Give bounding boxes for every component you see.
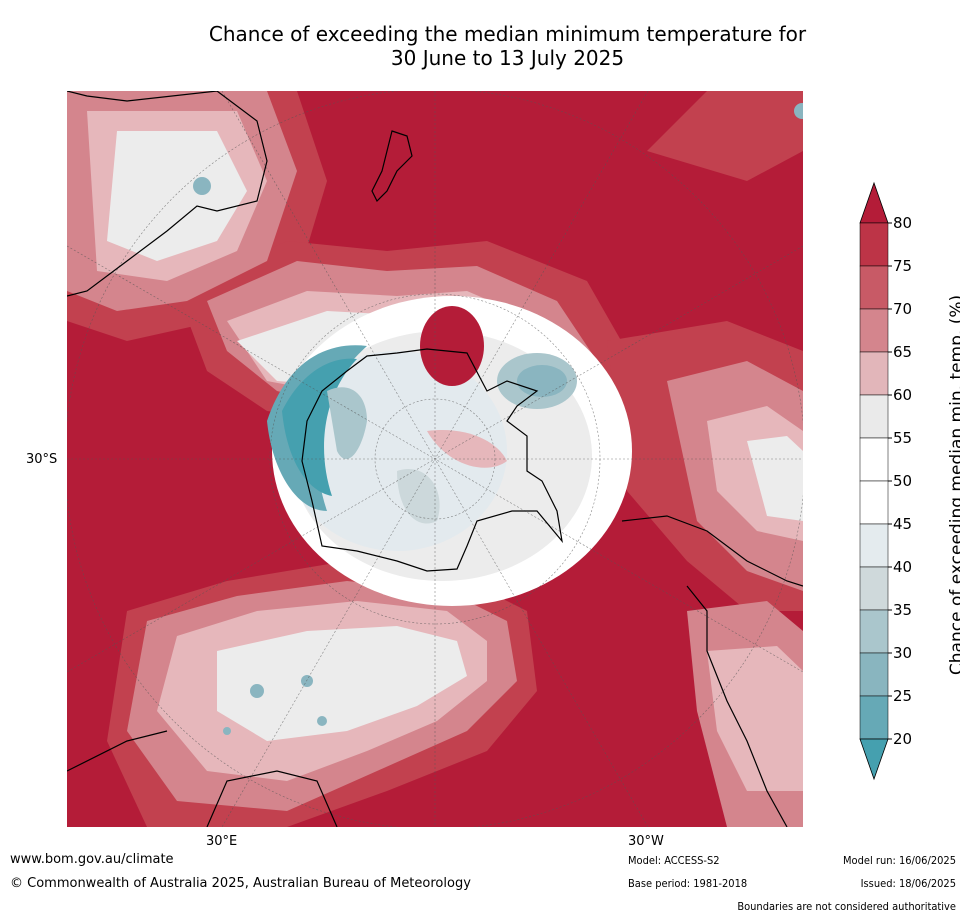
lat-label-30s: 30°S [26, 452, 58, 467]
graticule [67, 91, 803, 827]
africa-coast [67, 730, 338, 827]
australia-coast [67, 91, 268, 297]
colorbar-tick-label: 75 [893, 257, 912, 275]
colorbar-tick-label: 70 [893, 300, 912, 318]
lon-label-30w: 30°W [628, 834, 664, 849]
boundary-disclaimer: Boundaries are not considered authoritat… [737, 900, 956, 913]
colorbar-tick-label: 80 [893, 214, 912, 232]
colorbar-band [859, 523, 889, 568]
lon-label-30e: 30°E [206, 834, 238, 849]
colorbar-tick-label: 35 [893, 601, 912, 619]
model-info: Model: ACCESS-S2 [628, 854, 720, 867]
colorbar-band [859, 308, 889, 353]
copyright: © Commonwealth of Australia 2025, Austra… [10, 876, 471, 891]
new-zealand-coast [371, 130, 413, 203]
below-median-spots [193, 103, 803, 735]
south-america-coast [621, 515, 803, 827]
chart-title: Chance of exceeding the median minimum t… [60, 22, 955, 70]
colorbar-band [859, 695, 889, 740]
model-run: Model run: 16/06/2025 [843, 854, 956, 867]
colorbar-band [859, 437, 889, 482]
colorbar-label: Chance of exceeding median min. temp. (%… [947, 295, 960, 675]
colorbar-band [859, 566, 889, 611]
colorbar-tick-label: 45 [893, 515, 912, 533]
colorbar-band [859, 222, 889, 267]
base-period: Base period: 1981-2018 [628, 877, 748, 890]
colorbar-band [859, 265, 889, 310]
colorbar-arrow-top [859, 181, 889, 224]
antarctic-neutral [267, 296, 632, 606]
colorbar-tick-label: 20 [893, 730, 912, 748]
colorbar-tick-label: 30 [893, 644, 912, 662]
colorbar-tick-label: 40 [893, 558, 912, 576]
issued-date: Issued: 18/06/2025 [860, 877, 956, 890]
colorbar-tick-label: 60 [893, 386, 912, 404]
title-line-1: Chance of exceeding the median minimum t… [208, 22, 807, 46]
forecast-map [67, 91, 803, 827]
colorbar-band [859, 351, 889, 396]
colorbar: 80 75 70 65 60 55 50 45 40 35 30 25 20 Chance of exc… [859, 181, 960, 781]
antarctica-coast [301, 348, 563, 572]
colorbar-band [859, 652, 889, 697]
colorbar-band [859, 394, 889, 439]
colorbar-tick-label: 55 [893, 429, 912, 447]
colorbar-tick-label: 25 [893, 687, 912, 705]
coastlines [67, 91, 803, 827]
colorbar-tick-label: 50 [893, 472, 912, 490]
colorbar-band [859, 609, 889, 654]
website-link[interactable]: www.bom.gov.au/climate [10, 852, 174, 867]
colorbar-band [859, 480, 889, 525]
colorbar-tick-label: 65 [893, 343, 912, 361]
colorbar-arrow-bottom [859, 738, 889, 781]
title-line-2: 30 June to 13 July 2025 [390, 46, 625, 70]
